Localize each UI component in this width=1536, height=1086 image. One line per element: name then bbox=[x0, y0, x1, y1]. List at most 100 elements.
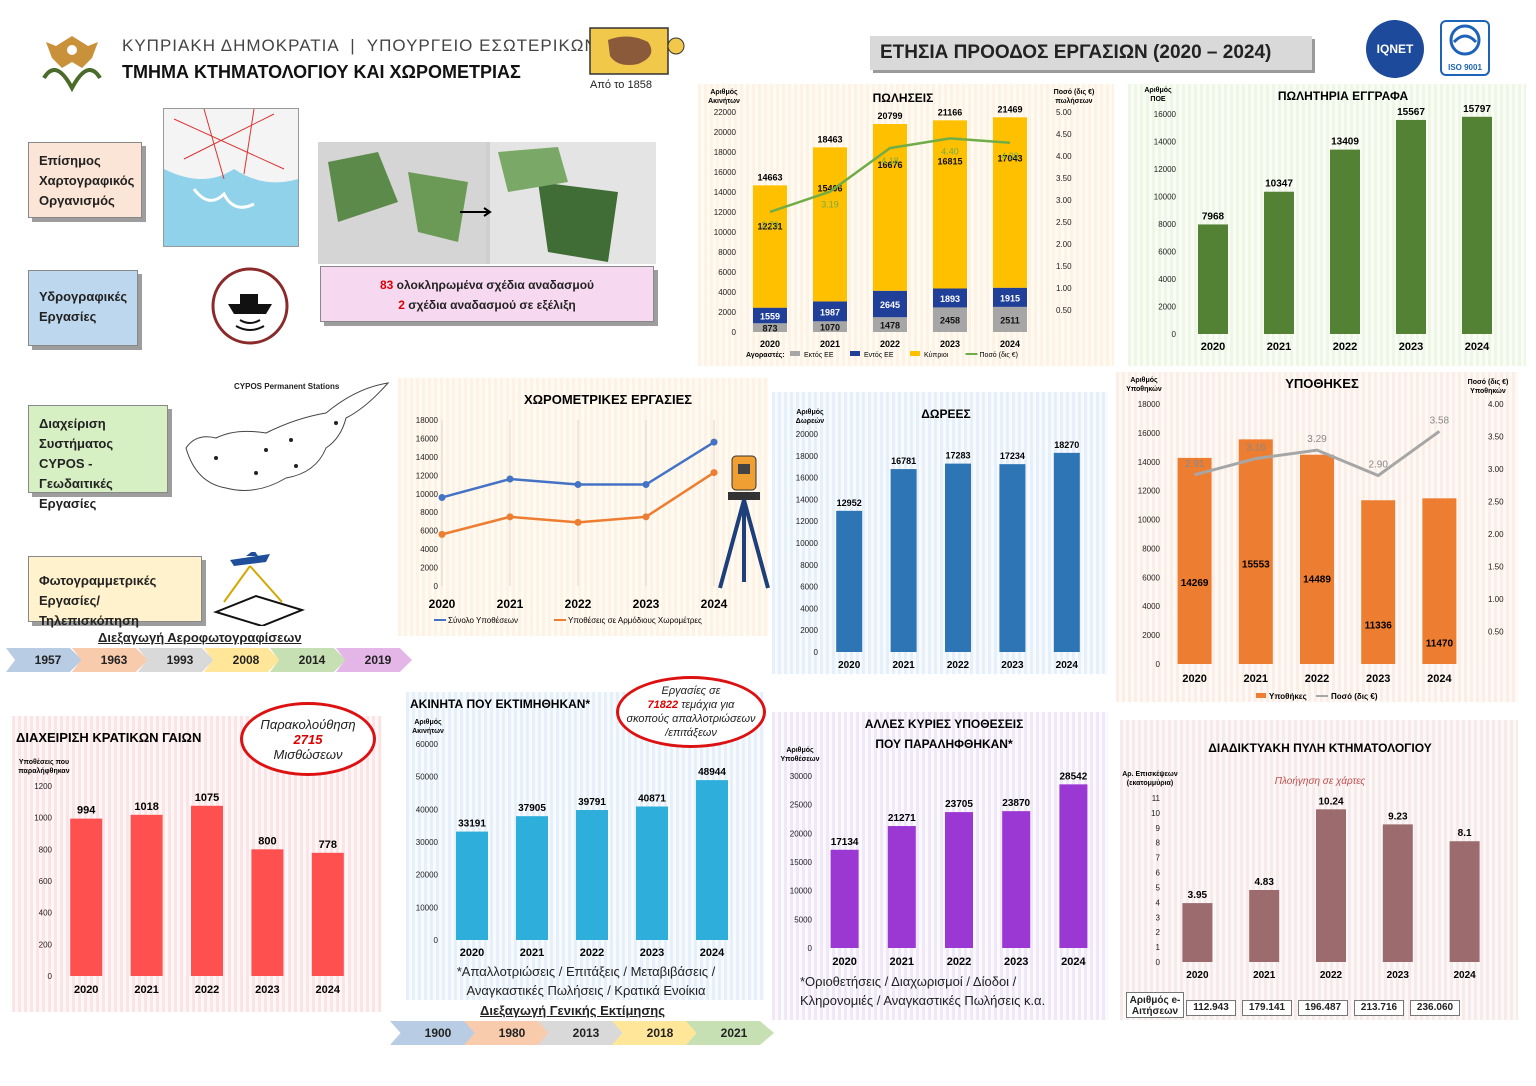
bar-2024 bbox=[1059, 784, 1088, 948]
y-axis-label: Αριθμός bbox=[710, 89, 738, 96]
bar-segment-Κύπριοι bbox=[933, 120, 967, 289]
aerial-year: 1963 bbox=[100, 653, 128, 667]
legend-swatch bbox=[910, 351, 920, 356]
y-axis-label: ΠΟΕ bbox=[1150, 96, 1166, 103]
data-label: 16676 bbox=[877, 160, 902, 170]
bar-2020 bbox=[1198, 224, 1228, 334]
y-tick-label: 14000 bbox=[796, 495, 819, 504]
data-label: 2645 bbox=[880, 300, 900, 310]
aerial-arrow-1963: 1963 bbox=[72, 648, 148, 672]
x-tick-label: 2024 bbox=[1056, 660, 1079, 671]
data-label: 12231 bbox=[757, 221, 782, 231]
y-tick-label: 0 bbox=[434, 936, 439, 945]
y-axis-label: Υποθέσεων bbox=[781, 756, 820, 763]
data-label: 8.1 bbox=[1458, 828, 1472, 839]
y-tick-label: 5 bbox=[1156, 883, 1161, 892]
bar-2021 bbox=[516, 816, 548, 940]
y-tick-label: 10 bbox=[1151, 809, 1160, 818]
data-label: 28542 bbox=[1059, 771, 1087, 782]
bar-2021 bbox=[1238, 439, 1273, 664]
y-tick-label: 16000 bbox=[796, 474, 819, 483]
y2-tick-label: 3.50 bbox=[1488, 433, 1504, 442]
consolidation-image bbox=[318, 142, 656, 264]
y-tick-label: 60000 bbox=[416, 740, 439, 749]
valuation-arrow-2013: 2013 bbox=[538, 1021, 626, 1045]
y-tick-label: 3 bbox=[1156, 913, 1161, 922]
y-tick-label: 0 bbox=[1172, 330, 1177, 339]
bar-segment-Εντός ΕΕ bbox=[873, 290, 907, 318]
org-line: ΚΥΠΡΙΑΚΗ ΔΗΜΟΚΡΑΤΙΑ | ΥΠΟΥΡΓΕΙΟ ΕΣΩΤΕΡΙΚ… bbox=[122, 36, 598, 55]
aerial-arrow-1993: 1993 bbox=[138, 648, 214, 672]
y2-tick-label: 2.50 bbox=[1056, 218, 1072, 227]
x-tick-label: 2022 bbox=[880, 339, 900, 349]
iso-badge: ISO 9001 bbox=[1440, 20, 1490, 76]
since-label: Από το 1858 bbox=[590, 79, 652, 91]
x-tick-label: 2023 bbox=[1387, 970, 1410, 981]
x-tick-label: 2024 bbox=[1061, 956, 1086, 968]
data-label: 1018 bbox=[134, 801, 158, 813]
bar-2024 bbox=[1462, 116, 1492, 334]
aerial-year: 1993 bbox=[166, 653, 194, 667]
coat-of-arms-logo bbox=[36, 28, 108, 98]
photogrammetry-box: Φωτογραμμετρικές Εργασίες/Τηλεπισκόπηση bbox=[28, 556, 202, 628]
chart-subtitle: Πλοήγηση σε χάρτες bbox=[1275, 775, 1366, 787]
line-data-label: 4.30 bbox=[1001, 151, 1019, 161]
legend-swatch bbox=[1256, 693, 1266, 698]
data-label: 17283 bbox=[945, 451, 970, 461]
y-axis-label: Αριθμός bbox=[1144, 87, 1172, 94]
bar-2023 bbox=[1361, 500, 1396, 664]
chart-title: ΠΩΛΗΤΗΡΙΑ ΕΓΓΡΑΦΑ bbox=[1278, 89, 1409, 103]
y2-tick-label: 3.00 bbox=[1056, 196, 1072, 205]
y-tick-label: 10000 bbox=[416, 903, 439, 912]
y-axis-label: Ακινήτων bbox=[708, 98, 740, 105]
y2-tick-label: 5.00 bbox=[1056, 108, 1072, 117]
y-tick-label: 12000 bbox=[796, 517, 819, 526]
bar-2020 bbox=[456, 831, 488, 940]
x-tick-label: 2024 bbox=[1465, 341, 1490, 353]
total-station-icon bbox=[712, 452, 776, 592]
y-tick-label: 4000 bbox=[1142, 602, 1160, 611]
x-tick-label: 2020 bbox=[832, 956, 856, 968]
x-tick-label: 2022 bbox=[1333, 341, 1357, 353]
legend-prefix: Αγοραστές: bbox=[746, 352, 785, 359]
y-tick-label: 0 bbox=[434, 582, 439, 591]
bar-2024 bbox=[1422, 498, 1457, 664]
x-tick-label: 2022 bbox=[1305, 673, 1329, 685]
x-tick-label: 2023 bbox=[640, 947, 664, 959]
chart-title: ΠΩΛΗΣΕΙΣ bbox=[873, 91, 934, 105]
bar-2020 bbox=[1182, 903, 1213, 962]
y-tick-label: 50000 bbox=[416, 773, 439, 782]
y-tick-label: 40000 bbox=[416, 805, 439, 814]
y-tick-label: 800 bbox=[39, 845, 53, 854]
data-label: 800 bbox=[258, 835, 276, 847]
chart-title: ΠΟΥ ΠΑΡΑΛΗΦΘΗΚΑΝ* bbox=[875, 737, 1013, 751]
y2-axis-label: πωλήσεων bbox=[1055, 97, 1092, 105]
gifts-panel: ΔΩΡΕΕΣ Αριθμός Δωρεών 0 2000 4000 6000 8000 1000… bbox=[772, 392, 1108, 674]
y2-tick-label: 2.50 bbox=[1488, 498, 1504, 507]
aerial-year: 2019 bbox=[364, 653, 392, 667]
y-tick-label: 14000 bbox=[1138, 458, 1161, 467]
y-axis-label: Αρ. Επισκέψεων bbox=[1122, 771, 1178, 778]
y2-axis-label: Ποσό (δις €) bbox=[1468, 379, 1509, 386]
portal-panel: ΔΙΑΔΙΚΤΥΑΚΗ ΠΥΛΗ ΚΤΗΜΑΤΟΛΟΓΙΟΥ Πλοήγηση σ… bbox=[1120, 720, 1518, 1020]
y-tick-label: 18000 bbox=[714, 148, 737, 157]
y2-tick-label: 1.00 bbox=[1488, 595, 1504, 604]
y-tick-label: 12000 bbox=[416, 471, 439, 480]
data-label: 1478 bbox=[880, 321, 900, 331]
y-tick-label: 0 bbox=[1156, 958, 1161, 967]
y-tick-label: 2000 bbox=[800, 626, 818, 635]
data-label: 778 bbox=[319, 839, 337, 851]
y-tick-label: 2000 bbox=[718, 308, 736, 317]
data-label: 18270 bbox=[1054, 440, 1079, 450]
y-tick-label: 10000 bbox=[714, 228, 737, 237]
legend-label: Υποθήκες bbox=[1269, 692, 1307, 701]
valuation-year: 2013 bbox=[572, 1026, 600, 1040]
hydrographic-box: Υδρογραφικές Εργασίες bbox=[28, 270, 138, 346]
y-tick-label: 16000 bbox=[1154, 110, 1177, 119]
expro-line3: σκοπούς απαλλοτριώσεων bbox=[626, 713, 756, 725]
bar-segment-Εντός ΕΕ bbox=[993, 287, 1027, 307]
y-axis-label: Αριθμός bbox=[786, 747, 814, 754]
data-label: 23870 bbox=[1002, 798, 1030, 809]
data-label: 11336 bbox=[1365, 620, 1393, 631]
bar-2020 bbox=[836, 510, 863, 652]
